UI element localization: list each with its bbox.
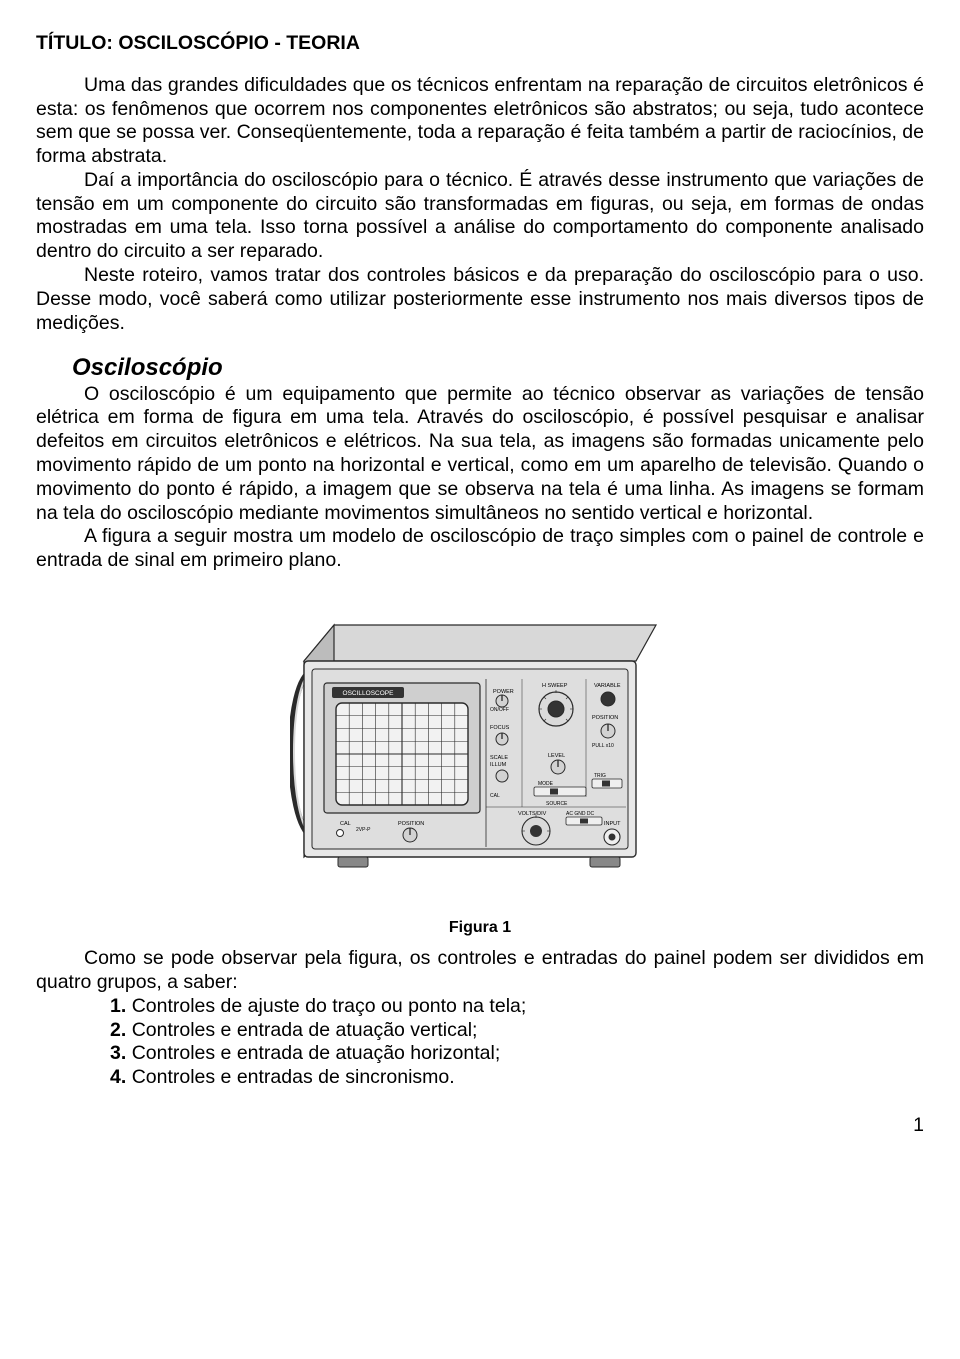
svg-text:AC GND DC: AC GND DC bbox=[566, 811, 594, 817]
paragraph-2: Daí a importância do osciloscópio para o… bbox=[36, 169, 924, 264]
list-item: 2. Controles e entrada de atuação vertic… bbox=[106, 1019, 924, 1043]
svg-text:POSITION: POSITION bbox=[592, 715, 618, 721]
list-item: 4. Controles e entradas de sincronismo. bbox=[106, 1066, 924, 1090]
paragraph-3: Neste roteiro, vamos tratar dos controle… bbox=[36, 264, 924, 335]
svg-text:INPUT: INPUT bbox=[604, 821, 621, 827]
svg-text:FOCUS: FOCUS bbox=[490, 725, 510, 731]
svg-text:TRIG: TRIG bbox=[594, 773, 606, 779]
svg-text:MODE: MODE bbox=[538, 781, 554, 787]
list-item: 1. Controles de ajuste do traço ou ponto… bbox=[106, 995, 924, 1019]
oscilloscope-illustration: OSCILLOSCOPE CAL 2VP-P POSITION bbox=[290, 601, 670, 901]
svg-text:ON/OFF: ON/OFF bbox=[490, 707, 509, 713]
paragraph-4: O osciloscópio é um equipamento que perm… bbox=[36, 383, 924, 526]
svg-text:LEVEL: LEVEL bbox=[548, 753, 565, 759]
paragraph-6: Como se pode observar pela figura, os co… bbox=[36, 947, 924, 995]
device-label: OSCILLOSCOPE bbox=[343, 690, 395, 697]
svg-text:SOURCE: SOURCE bbox=[546, 801, 568, 807]
svg-text:SCALE: SCALE bbox=[490, 755, 508, 761]
paragraph-1: Uma das grandes dificuldades que os técn… bbox=[36, 74, 924, 169]
figure-caption: Figura 1 bbox=[36, 918, 924, 938]
svg-text:POWER: POWER bbox=[493, 689, 514, 695]
svg-text:2VP-P: 2VP-P bbox=[356, 827, 371, 833]
svg-text:CAL: CAL bbox=[340, 821, 351, 827]
page-number: 1 bbox=[36, 1114, 924, 1138]
svg-text:VARIABLE: VARIABLE bbox=[594, 683, 621, 689]
list-item: 3. Controles e entrada de atuação horizo… bbox=[106, 1042, 924, 1066]
section-heading: Osciloscópio bbox=[36, 353, 924, 382]
svg-text:POSITION: POSITION bbox=[398, 821, 424, 827]
paragraph-5: A figura a seguir mostra um modelo de os… bbox=[36, 525, 924, 573]
svg-text:PULL x10: PULL x10 bbox=[592, 743, 614, 749]
svg-text:CAL: CAL bbox=[490, 793, 500, 799]
svg-text:ILLUM: ILLUM bbox=[490, 762, 507, 768]
page-title: TÍTULO: OSCILOSCÓPIO - TEORIA bbox=[36, 32, 924, 56]
svg-text:VOLTS/DIV: VOLTS/DIV bbox=[518, 811, 547, 817]
svg-text:H SWEEP: H SWEEP bbox=[542, 683, 568, 689]
control-groups-list: 1. Controles de ajuste do traço ou ponto… bbox=[84, 995, 924, 1090]
figure-1: OSCILLOSCOPE CAL 2VP-P POSITION bbox=[36, 601, 924, 937]
